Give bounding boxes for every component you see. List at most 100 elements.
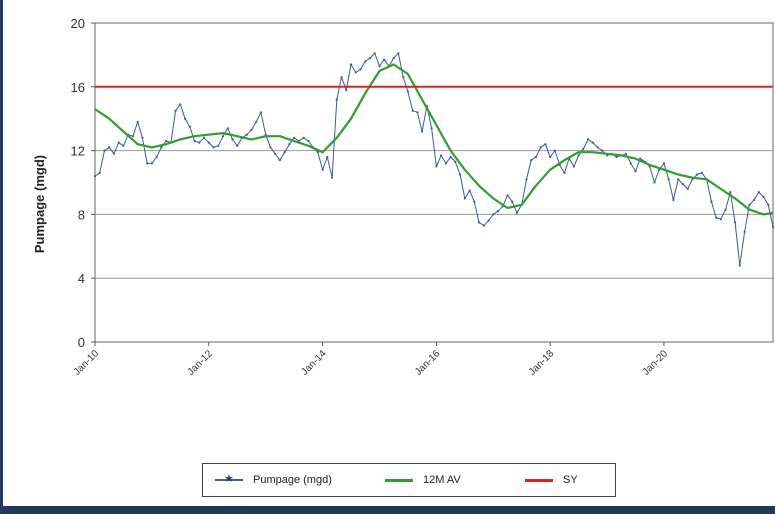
legend-swatch-pumpage: ★ [215,473,243,485]
data-point-pumpage [354,71,357,74]
data-point-pumpage [406,90,409,93]
data-point-pumpage [150,162,153,165]
legend-swatch-sy [525,478,553,482]
data-point-pumpage [283,151,286,154]
data-point-pumpage [278,159,281,162]
data-point-pumpage [767,203,770,206]
data-point-pumpage [302,136,305,139]
data-point-pumpage [696,173,699,176]
data-point-pumpage [700,171,704,174]
data-point-pumpage [672,198,675,202]
data-point-pumpage [217,144,220,147]
data-point-pumpage [653,181,656,184]
data-point-pumpage [274,152,277,155]
series-line-12mav [94,63,774,216]
data-point-pumpage [392,57,395,60]
data-point-pumpage [122,144,125,147]
data-point-pumpage [729,191,732,194]
data-point-pumpage [368,57,372,60]
data-point-pumpage [762,195,765,198]
data-point-pumpage [525,178,528,181]
data-point-pumpage [184,117,187,120]
data-point-pumpage [591,141,594,144]
data-point-pumpage [634,170,637,173]
series-line-pumpage [94,52,774,266]
chart-legend: ★ Pumpage (mgd) 12M AV SY [202,463,616,497]
data-point-pumpage [435,165,438,168]
legend-item-pumpage: ★ Pumpage (mgd) [215,464,332,496]
data-point-pumpage [539,146,542,149]
window-frame-left [0,0,3,514]
y-tick-label: 12 [71,144,85,159]
data-point-pumpage [321,168,324,171]
data-point-pumpage [639,157,642,160]
data-point-pumpage [326,155,329,159]
data-point-pumpage [724,208,727,211]
data-point-pumpage [615,155,618,159]
data-point-pumpage [226,127,229,130]
data-point-pumpage [269,146,272,149]
data-point-pumpage [477,221,481,224]
y-tick-label: 20 [71,16,85,31]
data-point-pumpage [421,130,424,133]
data-point-pumpage [103,149,106,152]
data-point-pumpage [549,155,552,159]
data-point-pumpage [250,128,253,131]
data-point-pumpage [331,176,334,179]
x-axis-ticks: Jan-10 Jan-12 Jan-14 Jan-16 Jan-18 Jan-20 [72,342,671,378]
data-point-pumpage [174,109,177,112]
y-tick-label: 8 [78,207,85,222]
data-point-pumpage [141,136,144,139]
data-point-pumpage [752,198,756,202]
data-point-pumpage [179,103,182,106]
x-tick-label: Jan-12 [186,348,216,378]
data-point-pumpage [506,194,509,197]
data-point-pumpage [677,178,680,181]
data-point-pumpage [146,162,149,165]
x-tick-label: Jan-18 [527,348,557,378]
data-point-pumpage [207,141,210,144]
data-point-pumpage [131,135,134,138]
legend-label-sy: SY [563,474,578,486]
data-point-pumpage [112,152,116,155]
data-point-pumpage [93,175,97,178]
data-point-pumpage [212,146,215,149]
x-tick-label: Jan-16 [413,348,443,378]
data-point-pumpage [515,211,519,214]
data-point-pumpage [231,138,234,141]
legend-item-12mav: 12M AV [385,464,461,496]
data-point-pumpage [544,143,547,146]
data-point-pumpage [416,111,419,114]
data-point-pumpage [459,173,462,176]
data-point-pumpage [188,125,191,128]
data-point-pumpage [662,162,666,165]
y-tick-label: 16 [71,80,85,95]
data-point-pumpage [259,111,262,114]
data-point-pumpage [449,155,452,159]
data-point-pumpage [155,155,158,159]
data-point-pumpage [473,200,476,203]
data-point-pumpage [444,162,447,165]
data-point-pumpage [771,226,775,229]
data-point-pumpage [307,139,310,143]
legend-label-pumpage: Pumpage (mgd) [253,474,332,486]
x-tick-label: Jan-10 [72,348,102,378]
data-point-pumpage [463,197,466,200]
data-point-pumpage [349,63,353,66]
data-point-pumpage [686,187,689,190]
data-point-pumpage [402,76,405,79]
data-point-pumpage [534,155,538,159]
data-point-pumpage [202,136,206,139]
data-point-pumpage [430,127,433,130]
data-point-pumpage [748,203,751,206]
x-tick-label: Jan-20 [641,348,671,378]
data-point-pumpage [397,52,400,55]
plot-area [94,22,774,343]
data-point-pumpage [743,230,746,233]
data-point-pumpage [629,162,632,165]
data-point-pumpage [245,133,248,136]
x-tick-label: Jan-14 [299,348,329,378]
data-point-pumpage [98,171,101,174]
data-point-pumpage [364,60,367,63]
